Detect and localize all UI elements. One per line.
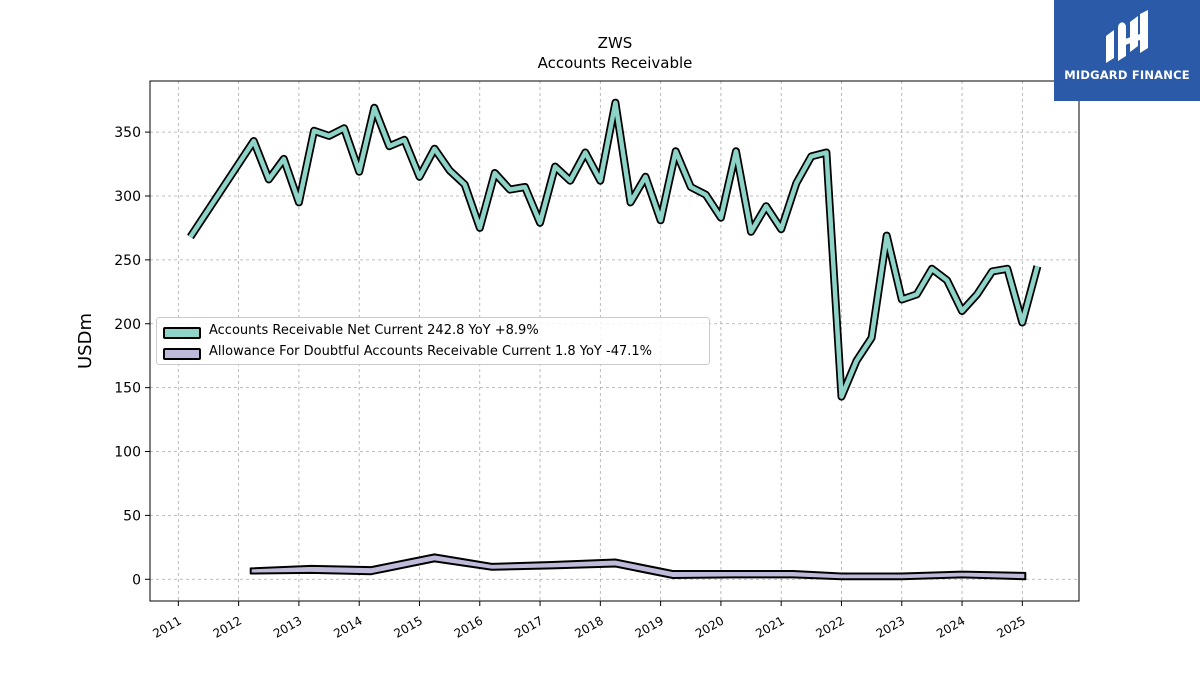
x-tick-label: 2017 [512, 613, 545, 640]
y-tick-label: 300 [114, 189, 141, 205]
midgard-logo-icon [1106, 10, 1148, 63]
y-tick-label: 250 [114, 253, 141, 269]
legend-label-accounts-receivable: Accounts Receivable Net Current 242.8 Yo… [209, 323, 539, 338]
y-axis-label: USDm [75, 313, 96, 369]
x-axis: 2011 2012 2013 2014 2015 2016 2017 2018 2019 2020… [150, 601, 1028, 641]
midgard-finance-logo: MIDGARD FINANCE [1054, 0, 1200, 101]
x-tick-label: 2018 [572, 613, 605, 640]
y-tick-label: 100 [114, 445, 141, 461]
x-tick-label: 2023 [874, 613, 907, 640]
x-tick-label: 2019 [633, 613, 666, 640]
series-layer [187, 98, 1042, 581]
chart-title: ZWS [598, 34, 633, 52]
x-tick-label: 2014 [331, 613, 364, 640]
series-accounts-receivable-line [188, 100, 1040, 399]
y-tick-label: 350 [114, 125, 141, 141]
chart-subtitle: Accounts Receivable [538, 54, 693, 72]
x-tick-label: 2012 [211, 613, 244, 640]
logo-text: MIDGARD FINANCE [1064, 68, 1190, 82]
legend-swatch-allowance [163, 348, 201, 360]
x-tick-label: 2011 [150, 613, 183, 640]
plot-frame [149, 80, 1080, 602]
legend-label-allowance: Allowance For Doubtful Accounts Receivab… [209, 344, 652, 359]
x-tick-label: 2021 [753, 613, 786, 640]
legend-swatch-accounts-receivable [163, 327, 201, 339]
x-tick-label: 2020 [693, 613, 726, 640]
x-tick-label: 2016 [452, 613, 485, 640]
legend: Accounts Receivable Net Current 242.8 Yo… [156, 317, 710, 365]
y-tick-label: 200 [114, 317, 141, 333]
x-tick-label: 2024 [934, 613, 967, 640]
x-tick-label: 2025 [994, 613, 1027, 640]
series-allowance-band [249, 553, 1027, 581]
x-tick-label: 2015 [392, 613, 425, 640]
y-tick-label: 150 [114, 381, 141, 397]
y-axis: 0 50 100 150 200 250 300 350 [114, 125, 150, 588]
y-tick-label: 0 [132, 572, 141, 588]
x-tick-label: 2013 [271, 613, 304, 640]
y-tick-label: 50 [123, 508, 141, 524]
x-tick-label: 2022 [814, 613, 847, 640]
